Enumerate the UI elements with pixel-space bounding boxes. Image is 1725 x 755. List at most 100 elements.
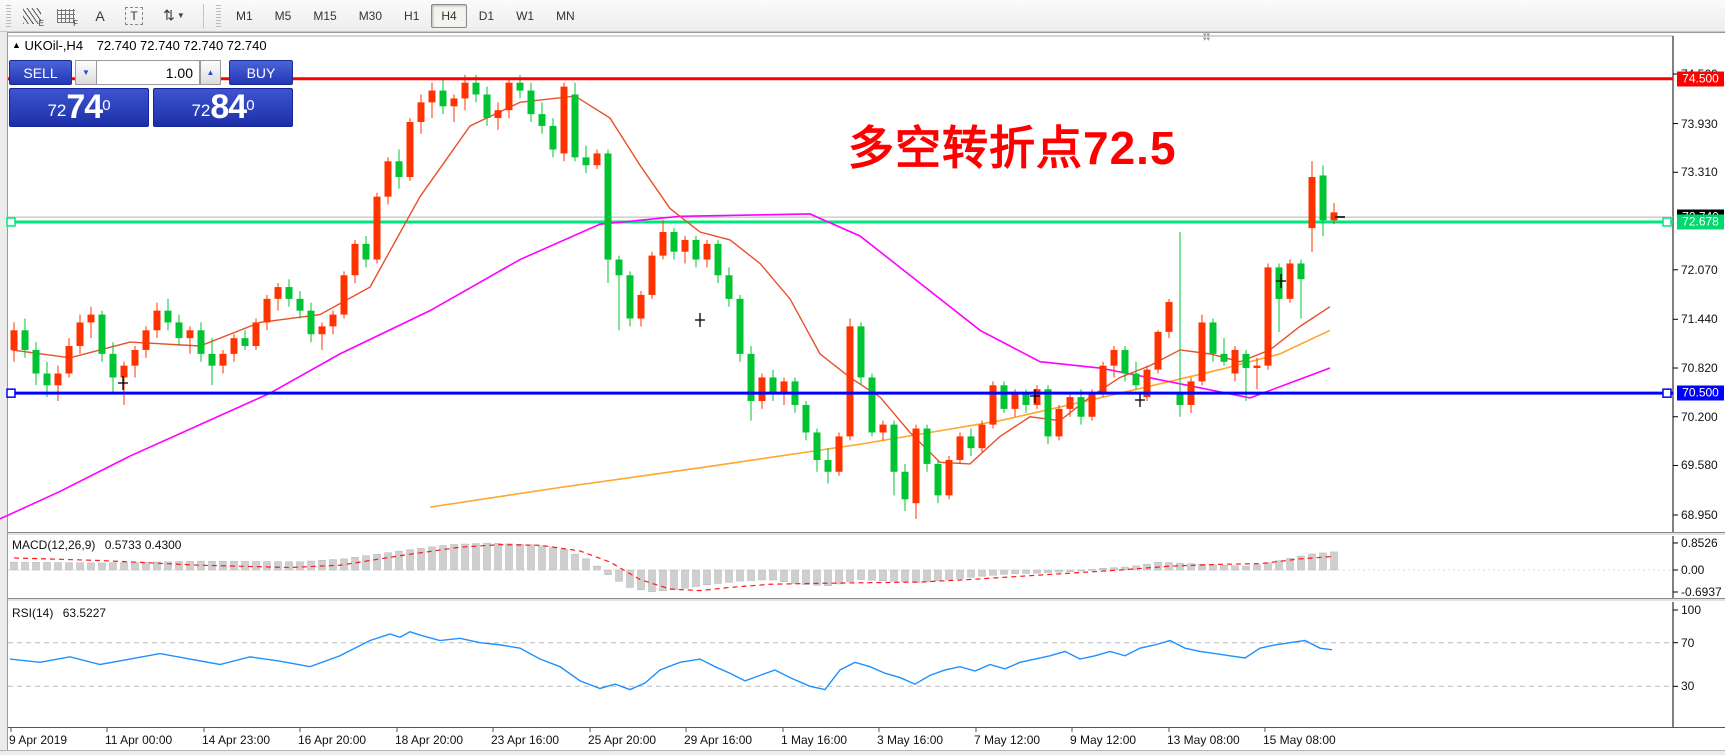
volume-decrease-button[interactable]: ▼ <box>75 60 96 85</box>
macd-splitter[interactable] <box>8 532 1725 536</box>
macd-histogram-bar <box>824 569 832 586</box>
rsi-splitter[interactable] <box>8 598 1725 602</box>
macd-histogram-bar <box>879 569 887 581</box>
date-label: 13 May 08:00 <box>1167 733 1240 747</box>
candle-body <box>417 102 425 122</box>
candle-body <box>1033 389 1041 405</box>
timeframe-w1[interactable]: W1 <box>516 8 535 23</box>
candle-body <box>615 259 623 276</box>
candle-body <box>395 161 403 178</box>
candle-body <box>263 298 271 323</box>
macd-histogram-bar <box>54 562 62 571</box>
label-glyph: T <box>125 6 143 25</box>
timeframe-m1[interactable]: M1 <box>236 8 253 23</box>
support-blue-line-handle-l[interactable] <box>6 388 16 398</box>
price-tick-label: 69.580 <box>1681 458 1718 473</box>
macd-histogram-bar <box>670 569 678 590</box>
macd-histogram-bar <box>98 562 106 571</box>
candle-body <box>890 424 898 472</box>
timeframe-d1[interactable]: D1 <box>478 8 495 23</box>
macd-histogram-bar <box>1275 560 1283 571</box>
candle-body <box>439 90 447 107</box>
chart-window[interactable] <box>8 32 1725 750</box>
text-tool-icon[interactable]: A <box>85 3 115 29</box>
macd-histogram-bar <box>1319 552 1327 571</box>
arrows-tool-icon[interactable]: ⇅ ▼ <box>153 3 195 29</box>
elliott-pattern-icon[interactable]: E <box>17 3 47 29</box>
macd-histogram-bar <box>868 569 876 581</box>
macd-histogram-bar <box>1154 562 1162 571</box>
timeframe-h1[interactable]: H1 <box>404 8 420 23</box>
date-label: 29 Apr 16:00 <box>684 733 753 747</box>
macd-histogram-bar <box>802 569 810 585</box>
buy-button[interactable]: BUY <box>229 60 293 85</box>
collapse-triangle-icon[interactable]: ▲ <box>12 40 21 50</box>
macd-histogram-bar <box>461 543 469 571</box>
rsi-value: 63.5227 <box>62 606 107 620</box>
price-tick-label: 73.930 <box>1681 116 1718 131</box>
arrows-glyph: ⇅ <box>163 7 175 23</box>
rsi-tick-label: 100 <box>1681 603 1702 617</box>
candle-body <box>362 243 370 260</box>
candle-body <box>1330 212 1338 221</box>
macd-histogram-bar <box>307 560 315 571</box>
macd-histogram-bar <box>450 544 458 571</box>
candle-body <box>1077 397 1085 417</box>
macd-histogram-bar <box>692 569 700 587</box>
volume-input[interactable] <box>96 60 200 85</box>
timeframe-m30[interactable]: M30 <box>358 8 383 23</box>
macd-histogram-bar <box>1176 562 1184 571</box>
macd-histogram-bar <box>1044 569 1052 573</box>
macd-histogram-bar <box>714 569 722 584</box>
timeframe-grip[interactable] <box>216 4 221 27</box>
pattern-sub: E <box>38 18 44 28</box>
macd-histogram-bar <box>109 562 117 571</box>
candle-body <box>318 326 326 335</box>
candle-body <box>175 322 183 339</box>
macd-histogram-bar <box>934 569 942 582</box>
volume-increase-button[interactable]: ▲ <box>200 60 221 85</box>
macd-histogram-bar <box>417 548 425 571</box>
resistance-badge: 74.500 <box>1677 71 1724 87</box>
pivot-green-line-handle-r[interactable] <box>1662 217 1672 227</box>
support-blue-line-handle-r[interactable] <box>1662 388 1672 398</box>
macd-tick-label: -0.6937 <box>1681 584 1722 599</box>
candle-body <box>65 346 73 374</box>
macd-histogram-bar <box>406 549 414 571</box>
candle-body <box>1319 175 1327 221</box>
sell-price-panel[interactable]: 72 74 0 <box>9 88 149 127</box>
macd-histogram-bar <box>901 569 909 583</box>
candle-body <box>340 275 348 315</box>
price-tick-label: 70.820 <box>1681 361 1718 376</box>
macd-histogram-bar <box>967 569 975 578</box>
macd-histogram-bar <box>120 562 128 571</box>
date-axis-line <box>8 727 1725 728</box>
chevron-down-icon[interactable]: ▼ <box>176 11 185 20</box>
macd-histogram-bar <box>527 544 535 571</box>
grid-sub: F <box>73 18 78 28</box>
macd-histogram-bar <box>989 569 997 576</box>
text-label-tool-icon[interactable]: T <box>119 3 149 29</box>
toolbar-grip[interactable] <box>6 4 11 27</box>
timeframe-h4[interactable]: H4 <box>431 3 467 28</box>
pivot-green-line-handle-l[interactable] <box>6 217 16 227</box>
fibonacci-grid-icon[interactable]: F <box>51 3 81 29</box>
buy-price-panel[interactable]: 72 84 0 <box>153 88 293 127</box>
macd-histogram-bar <box>637 569 645 591</box>
candle-body <box>967 436 975 449</box>
chart-annotation-text[interactable]: 多空转折点72.5 <box>848 122 1177 174</box>
candle-body <box>835 436 843 472</box>
date-label: 23 Apr 16:00 <box>491 733 560 747</box>
sell-button[interactable]: SELL <box>9 60 72 85</box>
candle-body <box>1165 301 1173 332</box>
macd-histogram-bar <box>813 569 821 586</box>
timeframe-m5[interactable]: M5 <box>274 8 292 23</box>
macd-histogram-bar <box>494 543 502 571</box>
macd-histogram-bar <box>1231 565 1239 571</box>
macd-histogram-bar <box>153 561 161 571</box>
timeframe-mn[interactable]: MN <box>556 8 575 23</box>
text-glyph: A <box>95 7 105 24</box>
timeframe-m15[interactable]: M15 <box>313 8 337 23</box>
macd-histogram-bar <box>780 569 788 582</box>
